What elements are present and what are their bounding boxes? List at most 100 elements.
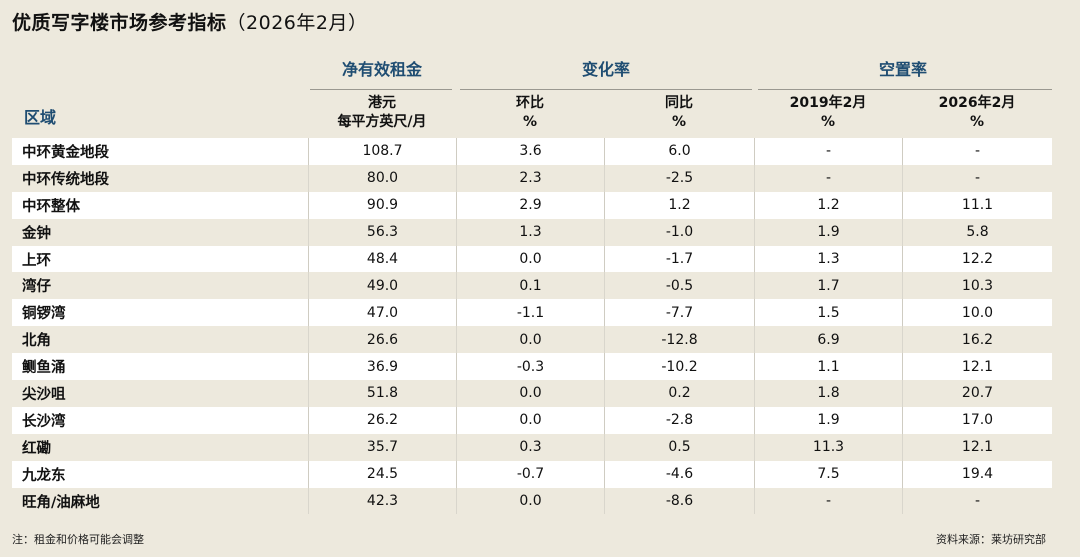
- subheader-yoy-line1: 同比: [665, 95, 693, 111]
- group-rule-rent: [310, 89, 452, 90]
- table-row: 尖沙咀 51.8 0.0 0.2 1.8 20.7: [12, 380, 1052, 407]
- group-header-change: 变化率: [581, 60, 630, 79]
- table-row: 长沙湾 26.2 0.0 -2.8 1.9 17.0: [12, 406, 1052, 434]
- yoy-cell: -12.8: [604, 326, 754, 354]
- yoy-cell: -2.8: [604, 406, 754, 434]
- yoy-cell: -4.6: [604, 460, 754, 488]
- mom-cell: 0.0: [456, 406, 604, 434]
- group-rule-vacancy: [758, 89, 1052, 90]
- vac2026-cell: 17.0: [902, 406, 1052, 434]
- region-column-header: 区域: [24, 108, 57, 127]
- subheader-vac2019: 2019年2月 %: [754, 94, 902, 132]
- yoy-cell: -2.5: [604, 164, 754, 192]
- vac2019-cell: 1.7: [754, 272, 902, 300]
- mom-cell: 3.6: [456, 138, 604, 165]
- mom-cell: -0.3: [456, 353, 604, 381]
- subheader-mom: 环比 %: [456, 94, 604, 132]
- table-row: 金钟 56.3 1.3 -1.0 1.9 5.8: [12, 218, 1052, 246]
- subheader-vac2026-line2: %: [969, 114, 985, 130]
- table-row: 北角 26.6 0.0 -12.8 6.9 16.2: [12, 326, 1052, 354]
- vac2019-cell: 1.8: [754, 380, 902, 407]
- subheader-yoy: 同比 %: [604, 94, 754, 132]
- rent-cell: 51.8: [308, 380, 456, 407]
- yoy-cell: -7.7: [604, 299, 754, 327]
- subheader-rent: 港元 每平方英尺/月: [308, 94, 456, 132]
- vac2019-cell: -: [754, 487, 902, 515]
- data-table: 中环黄金地段 108.7 3.6 6.0 - - 中环传统地段 80.0 2.3…: [12, 138, 1052, 515]
- vac2026-cell: 5.8: [902, 218, 1052, 246]
- vac2019-cell: 1.9: [754, 218, 902, 246]
- group-rule-change: [460, 89, 752, 90]
- region-name: 中环整体: [22, 198, 80, 215]
- mom-cell: 0.0: [456, 245, 604, 273]
- subheader-vac2026-line1: 2026年2月: [938, 95, 1016, 111]
- region-name: 中环传统地段: [22, 171, 109, 188]
- region-name: 九龙东: [22, 467, 66, 484]
- rent-cell: 90.9: [308, 191, 456, 219]
- vac2026-cell: -: [902, 487, 1052, 515]
- rent-cell: 48.4: [308, 245, 456, 273]
- vac2019-cell: 6.9: [754, 326, 902, 354]
- vac2026-cell: 12.2: [902, 245, 1052, 273]
- vac2026-cell: -: [902, 164, 1052, 192]
- subheader-rent-line2: 每平方英尺/月: [337, 114, 427, 130]
- vac2019-cell: -: [754, 138, 902, 165]
- region-name: 鲗鱼涌: [22, 360, 66, 377]
- mom-cell: 1.3: [456, 218, 604, 246]
- table-row: 中环传统地段 80.0 2.3 -2.5 - -: [12, 164, 1052, 192]
- subheader-mom-line2: %: [522, 114, 538, 130]
- region-name: 铜锣湾: [22, 306, 66, 323]
- table-row: 红磡 35.7 0.3 0.5 11.3 12.1: [12, 433, 1052, 461]
- mom-cell: 0.0: [456, 380, 604, 407]
- table-row: 鲗鱼涌 36.9 -0.3 -10.2 1.1 12.1: [12, 353, 1052, 381]
- vac2019-cell: -: [754, 164, 902, 192]
- table-row: 铜锣湾 47.0 -1.1 -7.7 1.5 10.0: [12, 299, 1052, 327]
- yoy-cell: -0.5: [604, 272, 754, 300]
- mom-cell: -1.1: [456, 299, 604, 327]
- group-header-rent: 净有效租金: [341, 60, 422, 79]
- vac2019-cell: 7.5: [754, 460, 902, 488]
- title-text: 优质写字楼市场参考指标: [12, 12, 227, 34]
- rent-cell: 26.6: [308, 326, 456, 354]
- subheader-vac2019-line1: 2019年2月: [789, 95, 867, 111]
- page-title: 优质写字楼市场参考指标（2026年2月）: [12, 8, 367, 35]
- mom-cell: 0.3: [456, 433, 604, 461]
- group-header-vacancy: 空置率: [878, 60, 927, 79]
- vac2019-cell: 1.5: [754, 299, 902, 327]
- yoy-cell: -1.7: [604, 245, 754, 273]
- region-name: 湾仔: [22, 279, 51, 296]
- rent-cell: 56.3: [308, 218, 456, 246]
- rent-cell: 80.0: [308, 164, 456, 192]
- region-name: 北角: [22, 333, 51, 350]
- subheader-vac2026: 2026年2月 %: [902, 94, 1052, 132]
- table-row: 中环黄金地段 108.7 3.6 6.0 - -: [12, 138, 1052, 165]
- region-name: 上环: [22, 252, 51, 269]
- mom-cell: 0.0: [456, 487, 604, 515]
- mom-cell: 2.3: [456, 164, 604, 192]
- table-row: 湾仔 49.0 0.1 -0.5 1.7 10.3: [12, 272, 1052, 300]
- table-row: 旺角/油麻地 42.3 0.0 -8.6 - -: [12, 487, 1052, 515]
- rent-cell: 42.3: [308, 487, 456, 515]
- mom-cell: 0.0: [456, 326, 604, 354]
- subheader-mom-line1: 环比: [516, 95, 544, 111]
- region-name: 旺角/油麻地: [22, 494, 100, 511]
- rent-cell: 108.7: [308, 138, 456, 165]
- mom-cell: 0.1: [456, 272, 604, 300]
- vac2026-cell: 10.0: [902, 299, 1052, 327]
- vac2026-cell: 11.1: [902, 191, 1052, 219]
- vac2026-cell: -: [902, 138, 1052, 165]
- rent-cell: 36.9: [308, 353, 456, 381]
- subheader-yoy-line2: %: [671, 114, 687, 130]
- vac2026-cell: 12.1: [902, 353, 1052, 381]
- yoy-cell: 6.0: [604, 138, 754, 165]
- vac2026-cell: 12.1: [902, 433, 1052, 461]
- rent-cell: 26.2: [308, 406, 456, 434]
- table-row: 上环 48.4 0.0 -1.7 1.3 12.2: [12, 245, 1052, 273]
- yoy-cell: -10.2: [604, 353, 754, 381]
- vac2019-cell: 1.1: [754, 353, 902, 381]
- footnote: 注：租金和价格可能会调整: [12, 533, 144, 546]
- title-date: （2026年2月）: [226, 12, 368, 34]
- yoy-cell: -8.6: [604, 487, 754, 515]
- subheader-rent-line1: 港元: [368, 95, 396, 111]
- subheader-vac2019-line2: %: [820, 114, 836, 130]
